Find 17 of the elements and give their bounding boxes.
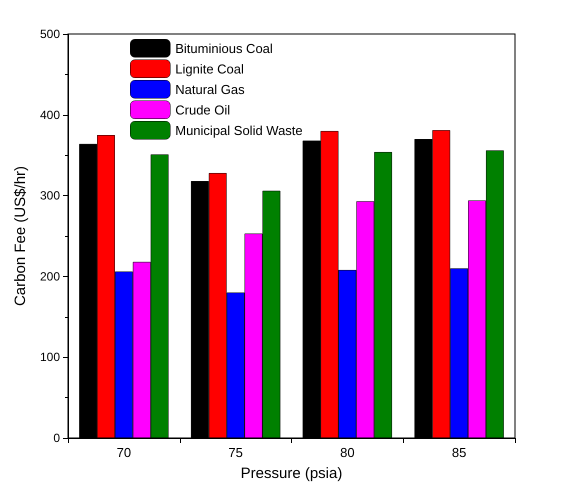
legend-label: Municipal Solid Waste [175,122,303,138]
x-axis-title: Pressure (psia) [240,465,342,482]
x-tick-label: 70 [116,445,132,460]
x-tick-label: 75 [228,445,243,460]
y-tick-label: 100 [40,350,60,364]
y-tick-label: 300 [40,188,60,203]
x-tick-label: 85 [452,445,466,460]
y-tick-label: 200 [40,269,60,284]
legend-label: Crude Oil [175,102,230,118]
y-tick-label: 500 [40,27,60,41]
legend-label: Natural Gas [175,82,246,97]
y-tick-label: 400 [40,108,60,122]
y-axis-title: Carbon Fee (US$/hr) [12,166,29,306]
x-tick-label: 80 [340,445,355,460]
legend-label: Bituminious Coal [175,40,273,56]
legend-label: Lignite Coal [175,61,244,76]
y-tick-label: 0 [53,431,60,445]
